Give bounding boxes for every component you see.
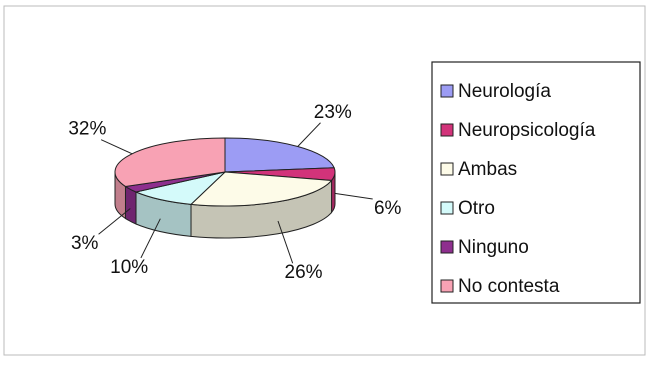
leader-line [100, 139, 133, 155]
pie-slice [189, 171, 333, 207]
data-label: 6% [374, 198, 402, 219]
legend-swatch [440, 162, 454, 176]
leader-line [334, 192, 373, 200]
legend-label: Neurología [458, 81, 551, 102]
legend-label: Ambas [458, 159, 517, 180]
leader-line [297, 122, 321, 147]
legend-label: No contesta [458, 276, 560, 297]
data-label: 26% [285, 262, 323, 283]
leader-line [277, 220, 294, 264]
leader-line [98, 208, 131, 235]
legend-box [431, 61, 641, 304]
legend-swatch [440, 240, 454, 254]
legend-label: Neuropsicología [458, 120, 596, 141]
pie-slice-side [124, 185, 137, 225]
legend-label: Otro [458, 198, 495, 219]
legend-swatch [440, 201, 454, 215]
data-label: 23% [314, 102, 352, 123]
leader-line [140, 218, 161, 259]
data-label: 10% [110, 257, 148, 278]
legend-swatch [440, 84, 454, 98]
legend-swatch [440, 123, 454, 137]
pie-slice [224, 137, 335, 173]
legend-swatch [440, 279, 454, 293]
data-label: 32% [68, 119, 106, 140]
data-label: 3% [71, 233, 99, 254]
legend-label: Ninguno [458, 237, 529, 258]
